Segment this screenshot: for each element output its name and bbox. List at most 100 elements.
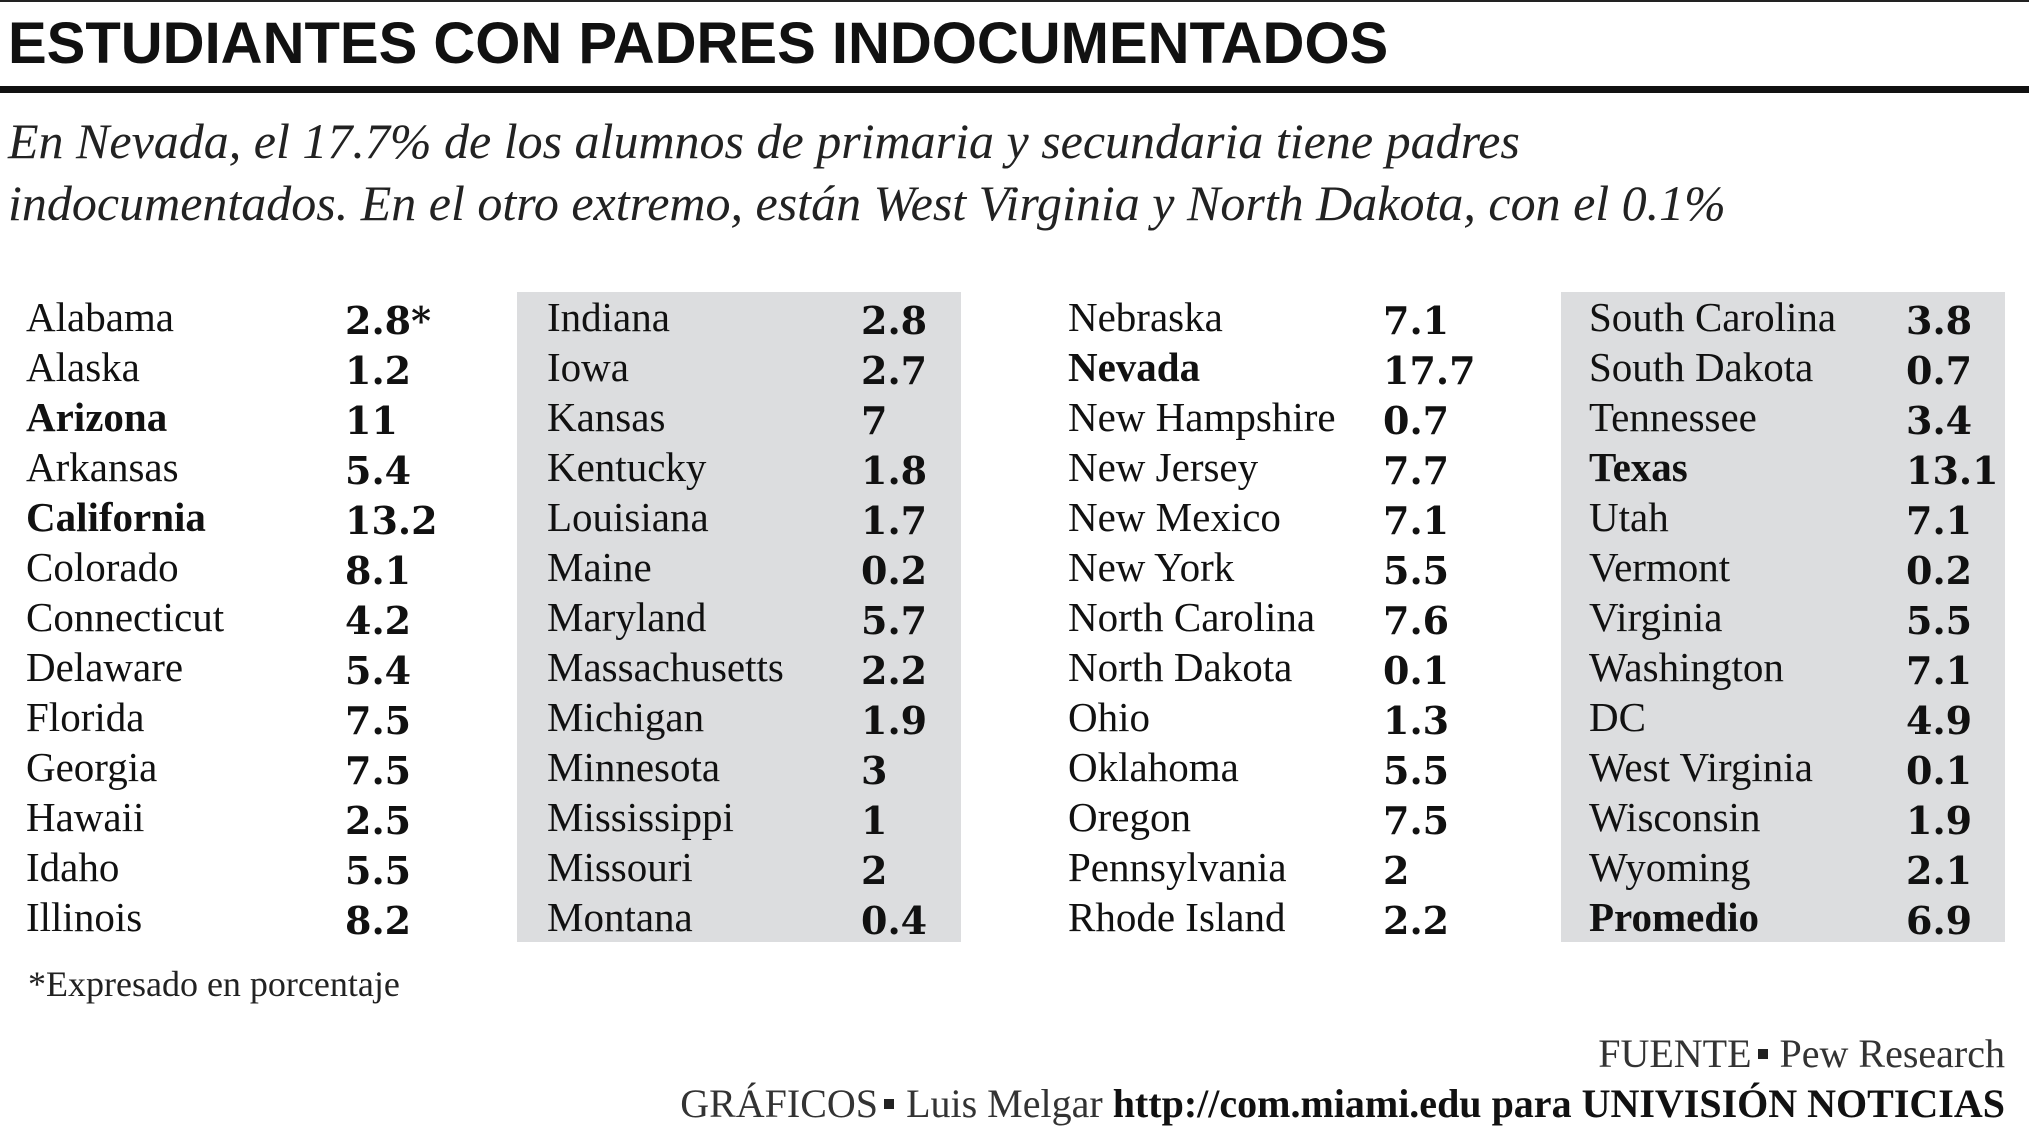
state-value: 2	[1383, 848, 1410, 893]
subtitle-line-2: indocumentados. En el otro extremo, está…	[8, 175, 1726, 231]
state-name: DC	[1589, 694, 1646, 740]
state-value: 0.1	[1383, 648, 1450, 693]
state-name: Massachusetts	[547, 644, 784, 690]
state-name: North Carolina	[1068, 594, 1316, 640]
state-value: 5.5	[345, 848, 412, 893]
state-name: Maine	[547, 544, 652, 590]
state-name: Iowa	[547, 344, 629, 390]
state-row: Connecticut 4.2	[0, 592, 470, 643]
state-name: Maryland	[547, 594, 707, 640]
state-value: 7.5	[345, 748, 412, 793]
graphics-credit: GRÁFICOS Luis Melgar http://com.miami.edu…	[680, 1080, 2005, 1128]
state-name: Missouri	[547, 844, 693, 890]
state-row: Pennsylvania 2	[1040, 842, 1510, 893]
state-value: 5.7	[861, 598, 928, 643]
state-name: Oklahoma	[1068, 744, 1239, 790]
state-name: Mississippi	[547, 794, 734, 840]
graphics-suffix: para UNIVISIÓN NOTICIAS	[1491, 1081, 2005, 1126]
state-row: Alaska 1.2	[0, 342, 470, 393]
state-row: Washington 7.1	[1561, 642, 2005, 693]
state-value: 7.6	[1383, 598, 1450, 643]
state-row: New Mexico 7.1	[1040, 492, 1510, 543]
state-value: 7.1	[1383, 298, 1450, 343]
state-name: Washington	[1589, 644, 1784, 690]
state-value: 5.5	[1383, 548, 1450, 593]
state-value: 3.8	[1906, 298, 1973, 343]
state-name: Michigan	[547, 694, 705, 740]
state-row: West Virginia 0.1	[1561, 742, 2005, 793]
state-name: Georgia	[26, 744, 158, 790]
state-value: 7.5	[1383, 798, 1450, 843]
state-row: Illinois 8.2	[0, 892, 470, 943]
state-row: Texas 13.1	[1561, 442, 2005, 493]
square-bullet-icon	[1757, 1048, 1768, 1059]
state-name: Hawaii	[26, 794, 145, 840]
source-value: Pew Research	[1779, 1031, 2005, 1076]
state-value: 3.4	[1906, 398, 1973, 443]
state-row: Promedio 6.9	[1561, 892, 2005, 943]
state-value: 1.2	[345, 348, 412, 393]
state-name: West Virginia	[1589, 744, 1813, 790]
state-row: Kentucky 1.8	[517, 442, 961, 493]
state-name: Ohio	[1068, 694, 1150, 740]
graphics-url: http://com.miami.edu	[1112, 1081, 1482, 1126]
state-value: 1.3	[1383, 698, 1450, 743]
state-row: New York 5.5	[1040, 542, 1510, 593]
state-name: Wisconsin	[1589, 794, 1761, 840]
state-value: 0.2	[1906, 548, 1973, 593]
state-row: South Dakota 0.7	[1561, 342, 2005, 393]
state-value: 13.1	[1906, 448, 1999, 493]
state-value: 17.7	[1383, 348, 1476, 393]
state-value: 5.4	[345, 648, 412, 693]
state-name: Kansas	[547, 394, 666, 440]
state-name: Alabama	[26, 294, 174, 340]
square-bullet-icon	[884, 1098, 895, 1109]
state-row: Michigan 1.9	[517, 692, 961, 743]
state-value: 5.4	[345, 448, 412, 493]
source-credit: FUENTE Pew Research	[1598, 1030, 2005, 1078]
state-name: California	[26, 494, 206, 540]
state-row: Rhode Island 2.2	[1040, 892, 1510, 943]
state-row: Virginia 5.5	[1561, 592, 2005, 643]
state-row: Maine 0.2	[517, 542, 961, 593]
state-row: Delaware 5.4	[0, 642, 470, 693]
state-name: Arizona	[26, 394, 168, 440]
state-column-2: Indiana 2.8 Iowa 2.7 Kansas 7 Kentucky 1.8 Louis…	[517, 292, 961, 943]
state-row: New Hampshire 0.7	[1040, 392, 1510, 443]
subtitle-line-1: En Nevada, el 17.7% de los alumnos de pr…	[8, 113, 1520, 169]
state-name: New Jersey	[1068, 444, 1259, 490]
state-row: Iowa 2.7	[517, 342, 961, 393]
state-value: 1.7	[861, 498, 928, 543]
top-rule	[0, 0, 2029, 2]
state-row: North Dakota 0.1	[1040, 642, 1510, 693]
state-value: 1.8	[861, 448, 928, 493]
state-row: Vermont 0.2	[1561, 542, 2005, 593]
state-row: Wisconsin 1.9	[1561, 792, 2005, 843]
graphics-author: Luis Melgar	[906, 1081, 1103, 1126]
state-row: North Carolina 7.6	[1040, 592, 1510, 643]
graphics-label: GRÁFICOS	[680, 1081, 879, 1126]
state-name: New Hampshire	[1068, 394, 1336, 440]
state-value: 0.7	[1906, 348, 1973, 393]
page-title: ESTUDIANTES CON PADRES INDOCUMENTADOS	[8, 11, 1389, 76]
state-name: Nevada	[1068, 344, 1201, 390]
state-value: 7.1	[1906, 498, 1973, 543]
state-value: 2.8*	[345, 298, 431, 343]
state-value: 2.2	[861, 648, 928, 693]
state-name: Idaho	[26, 844, 120, 890]
state-name: Connecticut	[26, 594, 225, 640]
state-value: 2.2	[1383, 898, 1450, 943]
state-row: New Jersey 7.7	[1040, 442, 1510, 493]
state-row: Utah 7.1	[1561, 492, 2005, 543]
state-name: Alaska	[26, 344, 140, 390]
state-value: 8.1	[345, 548, 412, 593]
state-value: 2	[861, 848, 888, 893]
state-name: Wyoming	[1589, 844, 1751, 890]
state-row: Mississippi 1	[517, 792, 961, 843]
state-value: 1	[861, 798, 888, 843]
state-value: 7.5	[345, 698, 412, 743]
state-row: Nevada 17.7	[1040, 342, 1510, 393]
state-value: 7.1	[1383, 498, 1450, 543]
state-name: Arkansas	[26, 444, 179, 490]
state-row: Oklahoma 5.5	[1040, 742, 1510, 793]
